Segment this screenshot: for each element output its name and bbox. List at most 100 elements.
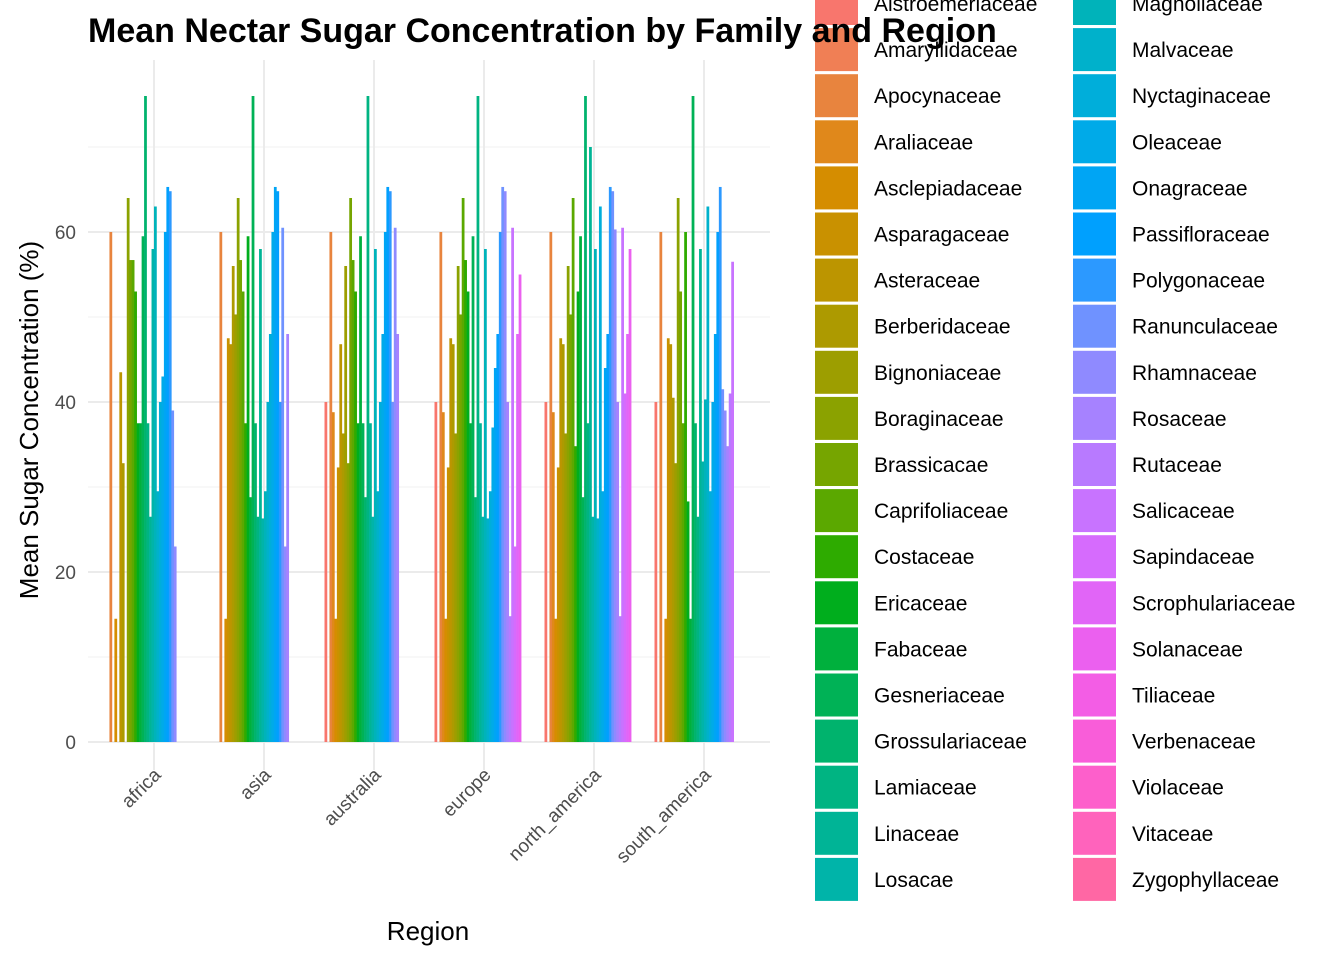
legend-key bbox=[1073, 212, 1116, 256]
bar-north_america-costaceae bbox=[574, 446, 577, 742]
bar-asia-ranunculaceae bbox=[281, 227, 285, 742]
bar-australia-brassicacae bbox=[349, 198, 353, 742]
legend-label: Bignoniaceae bbox=[874, 362, 1001, 385]
bar-north_america-rosaceae bbox=[616, 402, 620, 742]
x-axis-title: Region bbox=[387, 916, 469, 946]
bar-south_america-gesneriaceae bbox=[691, 96, 695, 742]
legend-key bbox=[815, 396, 858, 440]
legend-label: Fabaceae bbox=[874, 638, 967, 661]
bar-africa-asteraceae bbox=[119, 372, 123, 742]
bar-south_america-apocynaceae bbox=[659, 232, 663, 742]
legend-label: Araliaceae bbox=[874, 131, 973, 154]
bar-asia-asclepiadaceae bbox=[224, 618, 228, 742]
x-axis-ticks: africa asia australia europe north_america so… bbox=[118, 764, 716, 867]
bar-australia-caprifoliaceae bbox=[351, 260, 355, 742]
legend-label: Solanaceae bbox=[1132, 638, 1243, 661]
bar-australia-malvaceae bbox=[376, 491, 380, 742]
bar-australia-passifloraceae bbox=[386, 186, 390, 742]
bar-south_america-bignoniaceae bbox=[674, 463, 678, 742]
legend-key bbox=[1073, 811, 1116, 855]
bar-north_america-passifloraceae bbox=[606, 334, 610, 742]
bar-europe-polygonaceae bbox=[498, 232, 502, 742]
legend-label: Sapindaceae bbox=[1132, 546, 1255, 569]
legend-label: Asparagaceae bbox=[874, 224, 1009, 247]
y-axis-ticks: 0 20 40 60 bbox=[55, 223, 76, 754]
bar-south_america-nyctaginaceae bbox=[708, 491, 712, 742]
bar-europe-sapindaceae bbox=[513, 546, 517, 742]
bar-north_america-lamiaceae bbox=[586, 423, 590, 742]
bar-australia-grossulariaceae bbox=[364, 497, 367, 742]
bar-europe-boraginaceae bbox=[456, 266, 460, 742]
bar-south_america-asteraceae bbox=[669, 344, 673, 742]
bar-asia-berberidaceae bbox=[231, 266, 235, 742]
bar-europe-grossulariaceae bbox=[474, 497, 477, 742]
bar-south_america-grossulariaceae bbox=[694, 423, 697, 742]
legend-label: Costaceae bbox=[874, 546, 974, 569]
bar-north_america-polygonaceae bbox=[608, 186, 612, 742]
legend-key bbox=[815, 627, 858, 671]
legend-key bbox=[815, 765, 858, 809]
bar-north_america-alstroemeriaceae bbox=[544, 402, 548, 742]
x-tick-label: africa bbox=[118, 764, 166, 812]
legend-key bbox=[1073, 28, 1116, 72]
legend-label: Alstroemeriaceae bbox=[874, 0, 1037, 16]
legend-label: Lamiaceae bbox=[874, 777, 977, 800]
legend-label: Losacae bbox=[874, 869, 953, 892]
bar-africa-rhamnaceae bbox=[173, 546, 177, 742]
legend-label: Malvaceae bbox=[1132, 39, 1234, 62]
bar-south_america-fabaceae bbox=[689, 618, 692, 742]
bar-australia-nyctaginaceae bbox=[378, 402, 382, 742]
bar-asia-asteraceae bbox=[229, 344, 233, 742]
bar-europe-linaceae bbox=[479, 423, 482, 742]
bar-asia-rhamnaceae bbox=[283, 546, 287, 742]
legend-key bbox=[815, 350, 858, 394]
bar-north_america-magnoliaceae bbox=[594, 249, 597, 742]
legend-label: Magnoliaceae bbox=[1132, 0, 1263, 16]
bar-asia-boraginaceae bbox=[236, 198, 240, 742]
legend-key bbox=[1073, 581, 1116, 625]
bar-europe-malvaceae bbox=[486, 518, 490, 742]
bar-australia-oleaceae bbox=[381, 334, 385, 742]
bar-europe-rhamnaceae bbox=[503, 191, 507, 742]
bar-africa-ranunculaceae bbox=[171, 410, 175, 742]
legend-key bbox=[815, 489, 858, 533]
bar-europe-berberidaceae bbox=[451, 344, 455, 742]
bar-africa-gesneriaceae bbox=[141, 236, 145, 742]
y-tick-label: 40 bbox=[55, 393, 76, 414]
legend-key bbox=[815, 28, 858, 72]
bar-north_america-caprifoliaceae bbox=[571, 198, 575, 742]
legend-key bbox=[1073, 719, 1116, 763]
bar-europe-nyctaginaceae bbox=[488, 491, 492, 742]
bar-asia-caprifoliaceae bbox=[241, 291, 245, 742]
bar-africa-lamiaceae bbox=[146, 423, 150, 742]
bar-south_america-rosaceae bbox=[726, 446, 730, 742]
bar-europe-asclepiadaceae bbox=[444, 618, 448, 742]
bar-australia-ericaceae bbox=[356, 423, 360, 742]
bar-australia-berberidaceae bbox=[341, 433, 345, 742]
bar-south_america-boraginaceae bbox=[676, 198, 680, 742]
legend-label: Amaryllidaceae bbox=[874, 39, 1018, 62]
bar-europe-asteraceae bbox=[449, 338, 453, 742]
bar-north_america-salicaceae bbox=[621, 227, 624, 742]
legend-label: Gesneriaceae bbox=[874, 685, 1005, 708]
bar-south_america-asparagaceae bbox=[666, 338, 670, 742]
bar-africa-berberidaceae bbox=[121, 463, 125, 742]
legend-label: Brassicacae bbox=[874, 454, 988, 477]
bar-africa-ericaceae bbox=[136, 423, 140, 742]
legend-label: Asteraceae bbox=[874, 270, 980, 293]
bar-south_america-ranunculaceae bbox=[721, 389, 725, 742]
bar-asia-brassicacae bbox=[239, 260, 243, 742]
legend-key bbox=[815, 673, 858, 717]
legend-key bbox=[815, 535, 858, 579]
bar-africa-magnoliaceae bbox=[154, 206, 157, 742]
bar-europe-losacae bbox=[481, 516, 485, 742]
bar-north_america-nyctaginaceae bbox=[598, 206, 602, 742]
bar-australia-araliaceae bbox=[331, 412, 335, 742]
bar-europe-ericaceae bbox=[466, 291, 470, 742]
bar-south_america-rutaceae bbox=[728, 393, 732, 742]
bar-africa-passifloraceae bbox=[166, 186, 170, 742]
bar-australia-costaceae bbox=[354, 291, 357, 742]
legend-key bbox=[815, 857, 858, 901]
bar-africa-fabaceae bbox=[139, 423, 142, 742]
bar-north_america-asparagaceae bbox=[556, 467, 560, 742]
